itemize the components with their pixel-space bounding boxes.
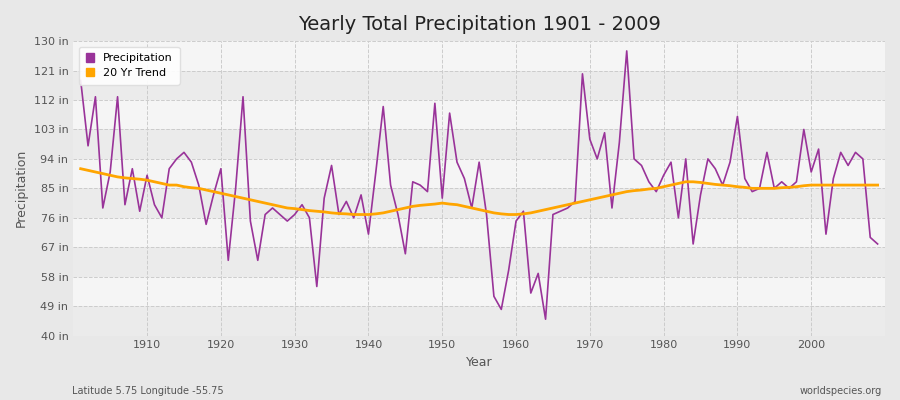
Precipitation — [341, 199, 352, 204]
Precipitation — [607, 206, 617, 210]
Legend: Precipitation, 20 Yr Trend: Precipitation, 20 Yr Trend — [79, 47, 180, 85]
Precipitation — [621, 48, 632, 53]
Bar — [73, 41, 885, 70]
Text: Latitude 5.75 Longitude -55.75: Latitude 5.75 Longitude -55.75 — [72, 386, 223, 396]
Bar — [73, 277, 885, 306]
Text: worldspecies.org: worldspecies.org — [800, 386, 882, 396]
Title: Yearly Total Precipitation 1901 - 2009: Yearly Total Precipitation 1901 - 2009 — [298, 15, 661, 34]
Precipitation — [76, 78, 86, 83]
Y-axis label: Precipitation: Precipitation — [15, 149, 28, 228]
Precipitation — [503, 268, 514, 272]
Bar — [73, 188, 885, 218]
Bar — [73, 100, 885, 130]
Precipitation — [510, 219, 521, 224]
Line: 20 Yr Trend: 20 Yr Trend — [81, 169, 878, 214]
20 Yr Trend — [607, 192, 617, 197]
Line: Precipitation: Precipitation — [81, 51, 878, 319]
20 Yr Trend — [76, 166, 86, 171]
Precipitation — [297, 202, 308, 207]
Bar — [73, 306, 885, 336]
20 Yr Trend — [518, 212, 529, 216]
Precipitation — [872, 242, 883, 246]
X-axis label: Year: Year — [466, 356, 492, 369]
20 Yr Trend — [348, 212, 359, 217]
Precipitation — [540, 317, 551, 322]
Bar — [73, 247, 885, 277]
20 Yr Trend — [297, 207, 308, 212]
Bar — [73, 70, 885, 100]
Bar — [73, 159, 885, 188]
Precipitation — [134, 209, 145, 214]
20 Yr Trend — [134, 177, 145, 182]
Bar — [73, 218, 885, 247]
20 Yr Trend — [510, 212, 521, 217]
Bar — [73, 130, 885, 159]
20 Yr Trend — [341, 212, 352, 216]
20 Yr Trend — [872, 183, 883, 188]
